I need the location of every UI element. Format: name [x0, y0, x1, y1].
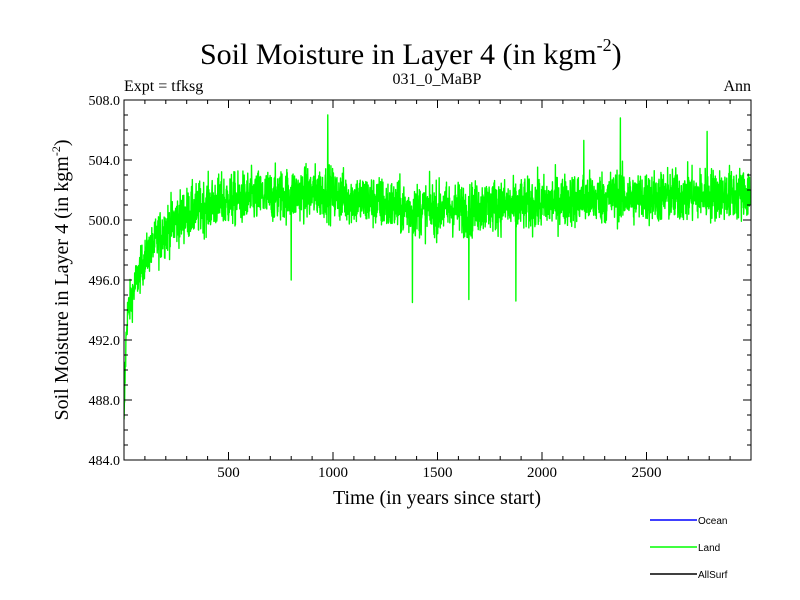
- series-line-land: [124, 114, 751, 420]
- subtitle-center: 031_0_MaBP: [393, 71, 482, 88]
- y-tick-label: 488.0: [89, 394, 121, 409]
- y-axis-label-main: Soil Moisture in Layer 4 (in kgm: [51, 156, 73, 421]
- chart-title-main: Soil Moisture in Layer 4 (in kgm: [200, 38, 597, 71]
- y-tick-label: 492.0: [89, 334, 121, 349]
- x-tick-label: 1500: [423, 465, 453, 481]
- y-tick-label: 500.0: [89, 214, 121, 229]
- chart-title: Soil Moisture in Layer 4 (in kgm-2): [200, 35, 622, 71]
- y-tick-label: 496.0: [89, 274, 121, 289]
- x-axis: 500 1000 1500 2000 2500: [144, 100, 731, 481]
- legend-label-ocean: Ocean: [698, 516, 727, 527]
- x-tick-label: 500: [217, 465, 240, 481]
- subtitle-right: Ann: [723, 78, 751, 95]
- legend-label-allsurf: AllSurf: [698, 570, 728, 581]
- y-axis-label-sup: -2: [49, 146, 63, 156]
- x-tick-label: 2000: [527, 465, 557, 481]
- x-tick-label: 1000: [318, 465, 348, 481]
- subtitle-left: Expt = tfksg: [124, 78, 203, 95]
- y-tick-label: 504.0: [89, 154, 121, 169]
- y-axis: 484.0 488.0 492.0 496.0 500.0 504.0 508.0: [89, 94, 751, 469]
- x-tick-label: 2500: [632, 465, 662, 481]
- y-tick-label: 484.0: [89, 454, 121, 469]
- legend: Ocean Land AllSurf: [650, 516, 728, 581]
- legend-label-land: Land: [698, 543, 720, 554]
- y-tick-label: 508.0: [89, 94, 121, 109]
- series-layer: [124, 114, 751, 420]
- y-axis-label: Soil Moisture in Layer 4 (in kgm-2): [49, 139, 73, 420]
- chart-title-sup: -2: [597, 35, 612, 55]
- plot-area: [123, 99, 752, 461]
- plot-frame: [123, 99, 752, 461]
- chart-title-close: ): [612, 38, 622, 71]
- y-axis-label-close: ): [51, 139, 73, 146]
- x-axis-label: Time (in years since start): [333, 487, 541, 509]
